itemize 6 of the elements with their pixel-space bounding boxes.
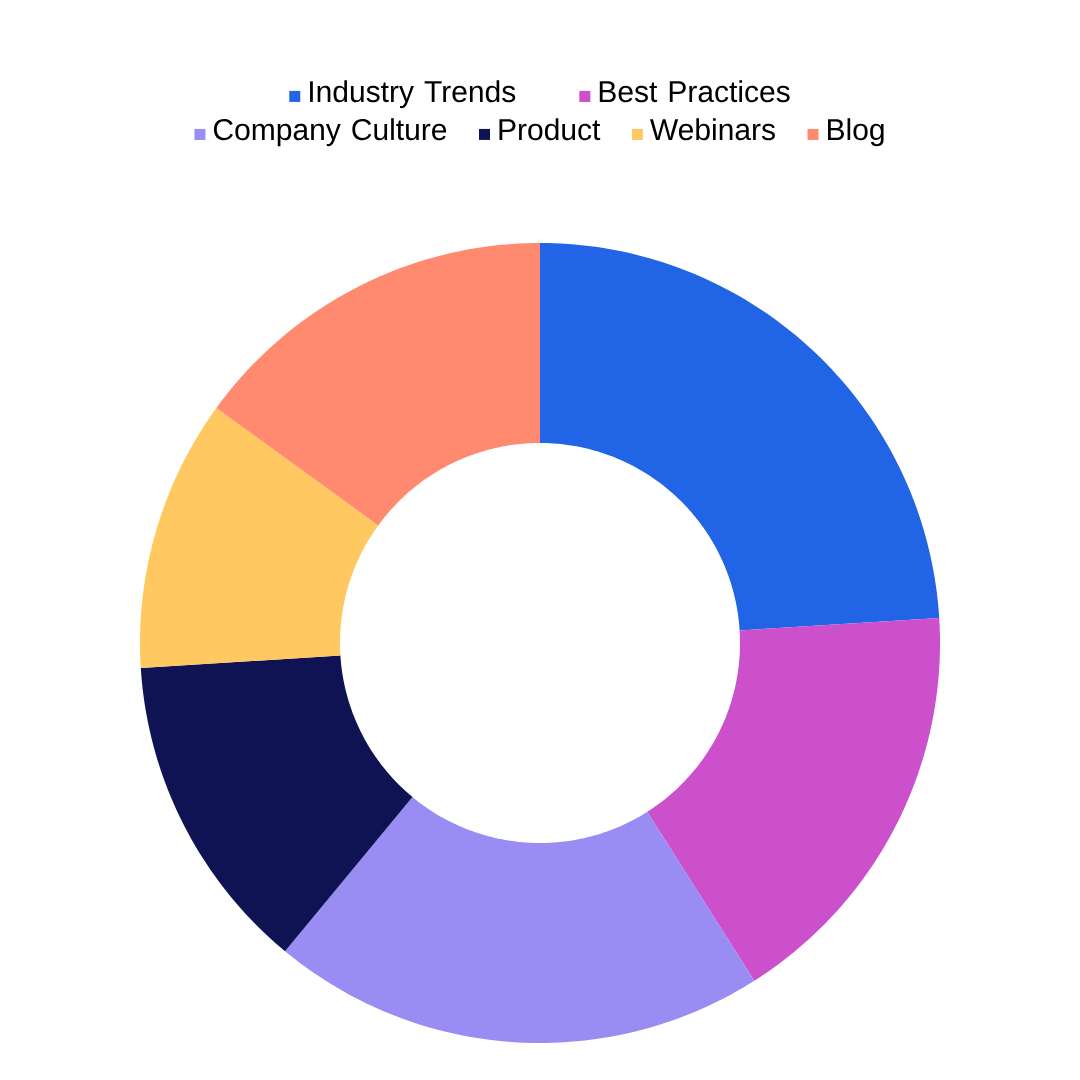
legend-label: Webinars xyxy=(650,118,775,141)
legend-label: Best Practices xyxy=(599,80,790,103)
legend-label: Company Culture xyxy=(213,118,447,147)
legend-label: Industry Trends xyxy=(310,80,516,109)
legend-label: Blog xyxy=(827,118,884,147)
legend-label: Product xyxy=(499,118,601,141)
